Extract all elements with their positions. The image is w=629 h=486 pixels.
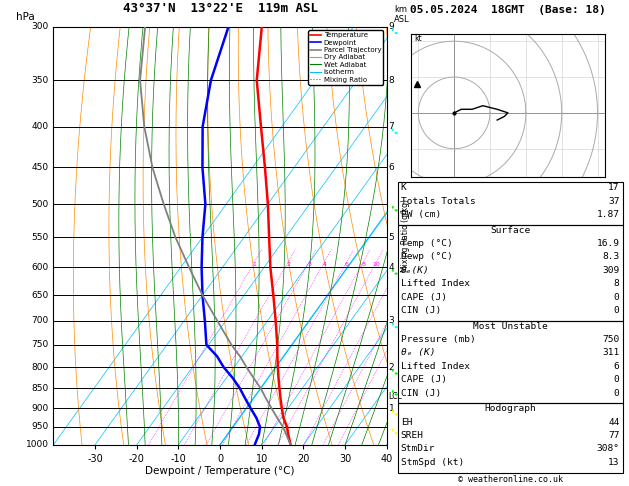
Text: 309: 309 (603, 266, 620, 275)
Text: StmSpd (kt): StmSpd (kt) (401, 458, 464, 467)
Text: 0: 0 (614, 389, 620, 398)
Text: 750: 750 (603, 335, 620, 344)
Text: Dewp (°C): Dewp (°C) (401, 253, 452, 261)
Text: hPa: hPa (16, 12, 35, 22)
Text: 2: 2 (389, 363, 394, 372)
Text: 13: 13 (608, 458, 620, 467)
Text: 37: 37 (608, 196, 620, 206)
Text: 550: 550 (31, 233, 48, 242)
Text: θₑ (K): θₑ (K) (401, 348, 435, 358)
Text: 311: 311 (603, 348, 620, 358)
Text: 900: 900 (31, 403, 48, 413)
Text: 1: 1 (389, 403, 394, 413)
Text: 950: 950 (31, 422, 48, 432)
Text: Hodograph: Hodograph (484, 404, 536, 414)
Text: 43°37'N  13°22'E  119m ASL: 43°37'N 13°22'E 119m ASL (123, 1, 318, 15)
Text: 650: 650 (31, 291, 48, 300)
Text: 8: 8 (614, 279, 620, 288)
Text: Lifted Index: Lifted Index (401, 362, 470, 371)
Text: CAPE (J): CAPE (J) (401, 293, 447, 302)
Text: 16.9: 16.9 (596, 239, 620, 248)
Text: km
ASL: km ASL (394, 5, 410, 24)
Text: 9: 9 (389, 22, 394, 31)
Text: 2: 2 (286, 261, 291, 266)
Text: PW (cm): PW (cm) (401, 210, 441, 219)
Text: 20: 20 (415, 261, 423, 266)
X-axis label: Dewpoint / Temperature (°C): Dewpoint / Temperature (°C) (145, 467, 295, 476)
Text: 05.05.2024  18GMT  (Base: 18): 05.05.2024 18GMT (Base: 18) (410, 4, 606, 15)
Text: 300: 300 (31, 22, 48, 31)
Text: Lifted Index: Lifted Index (401, 279, 470, 288)
Text: LCL: LCL (388, 392, 401, 401)
Text: CIN (J): CIN (J) (401, 389, 441, 398)
Text: 850: 850 (31, 384, 48, 393)
Text: Mixing Ratio (g/kg): Mixing Ratio (g/kg) (401, 199, 409, 272)
Text: 8.3: 8.3 (603, 253, 620, 261)
Text: StmDir: StmDir (401, 445, 435, 453)
Text: Surface: Surface (490, 226, 530, 235)
Text: 17: 17 (608, 183, 620, 192)
Text: 700: 700 (31, 316, 48, 325)
Text: 750: 750 (31, 340, 48, 349)
Text: CAPE (J): CAPE (J) (401, 375, 447, 384)
Text: 450: 450 (31, 163, 48, 172)
Text: EH: EH (401, 418, 412, 427)
Text: 15: 15 (398, 261, 405, 266)
Text: 3: 3 (308, 261, 311, 266)
Text: Pressure (mb): Pressure (mb) (401, 335, 476, 344)
Text: 1.87: 1.87 (596, 210, 620, 219)
Text: 7: 7 (389, 122, 394, 131)
Text: Totals Totals: Totals Totals (401, 196, 476, 206)
Text: 400: 400 (31, 122, 48, 131)
Text: 25: 25 (430, 261, 437, 266)
Text: 1: 1 (253, 261, 257, 266)
Text: 6: 6 (614, 362, 620, 371)
Text: 0: 0 (614, 293, 620, 302)
Text: 6: 6 (345, 261, 349, 266)
Text: © weatheronline.co.uk: © weatheronline.co.uk (458, 475, 562, 484)
Text: 4: 4 (323, 261, 326, 266)
Text: 0: 0 (614, 306, 620, 315)
Text: 5: 5 (389, 233, 394, 242)
Text: 4: 4 (389, 263, 394, 272)
Text: 350: 350 (31, 76, 48, 85)
Text: 3: 3 (389, 316, 394, 325)
Text: 6: 6 (389, 163, 394, 172)
Legend: Temperature, Dewpoint, Parcel Trajectory, Dry Adiabat, Wet Adiabat, Isotherm, Mi: Temperature, Dewpoint, Parcel Trajectory… (308, 30, 383, 85)
Text: kt: kt (415, 34, 422, 43)
Text: Temp (°C): Temp (°C) (401, 239, 452, 248)
Text: 1000: 1000 (25, 440, 48, 449)
Text: 600: 600 (31, 263, 48, 272)
Text: 8: 8 (389, 76, 394, 85)
Text: 77: 77 (608, 431, 620, 440)
Text: SREH: SREH (401, 431, 424, 440)
Text: 44: 44 (608, 418, 620, 427)
Text: K: K (401, 183, 406, 192)
Text: 8: 8 (362, 261, 365, 266)
Text: 500: 500 (31, 200, 48, 208)
Text: Most Unstable: Most Unstable (473, 322, 547, 331)
Text: 308°: 308° (596, 445, 620, 453)
Text: 800: 800 (31, 363, 48, 372)
Text: 10: 10 (373, 261, 381, 266)
Text: CIN (J): CIN (J) (401, 306, 441, 315)
Text: θₑ(K): θₑ(K) (401, 266, 430, 275)
Text: 0: 0 (614, 375, 620, 384)
